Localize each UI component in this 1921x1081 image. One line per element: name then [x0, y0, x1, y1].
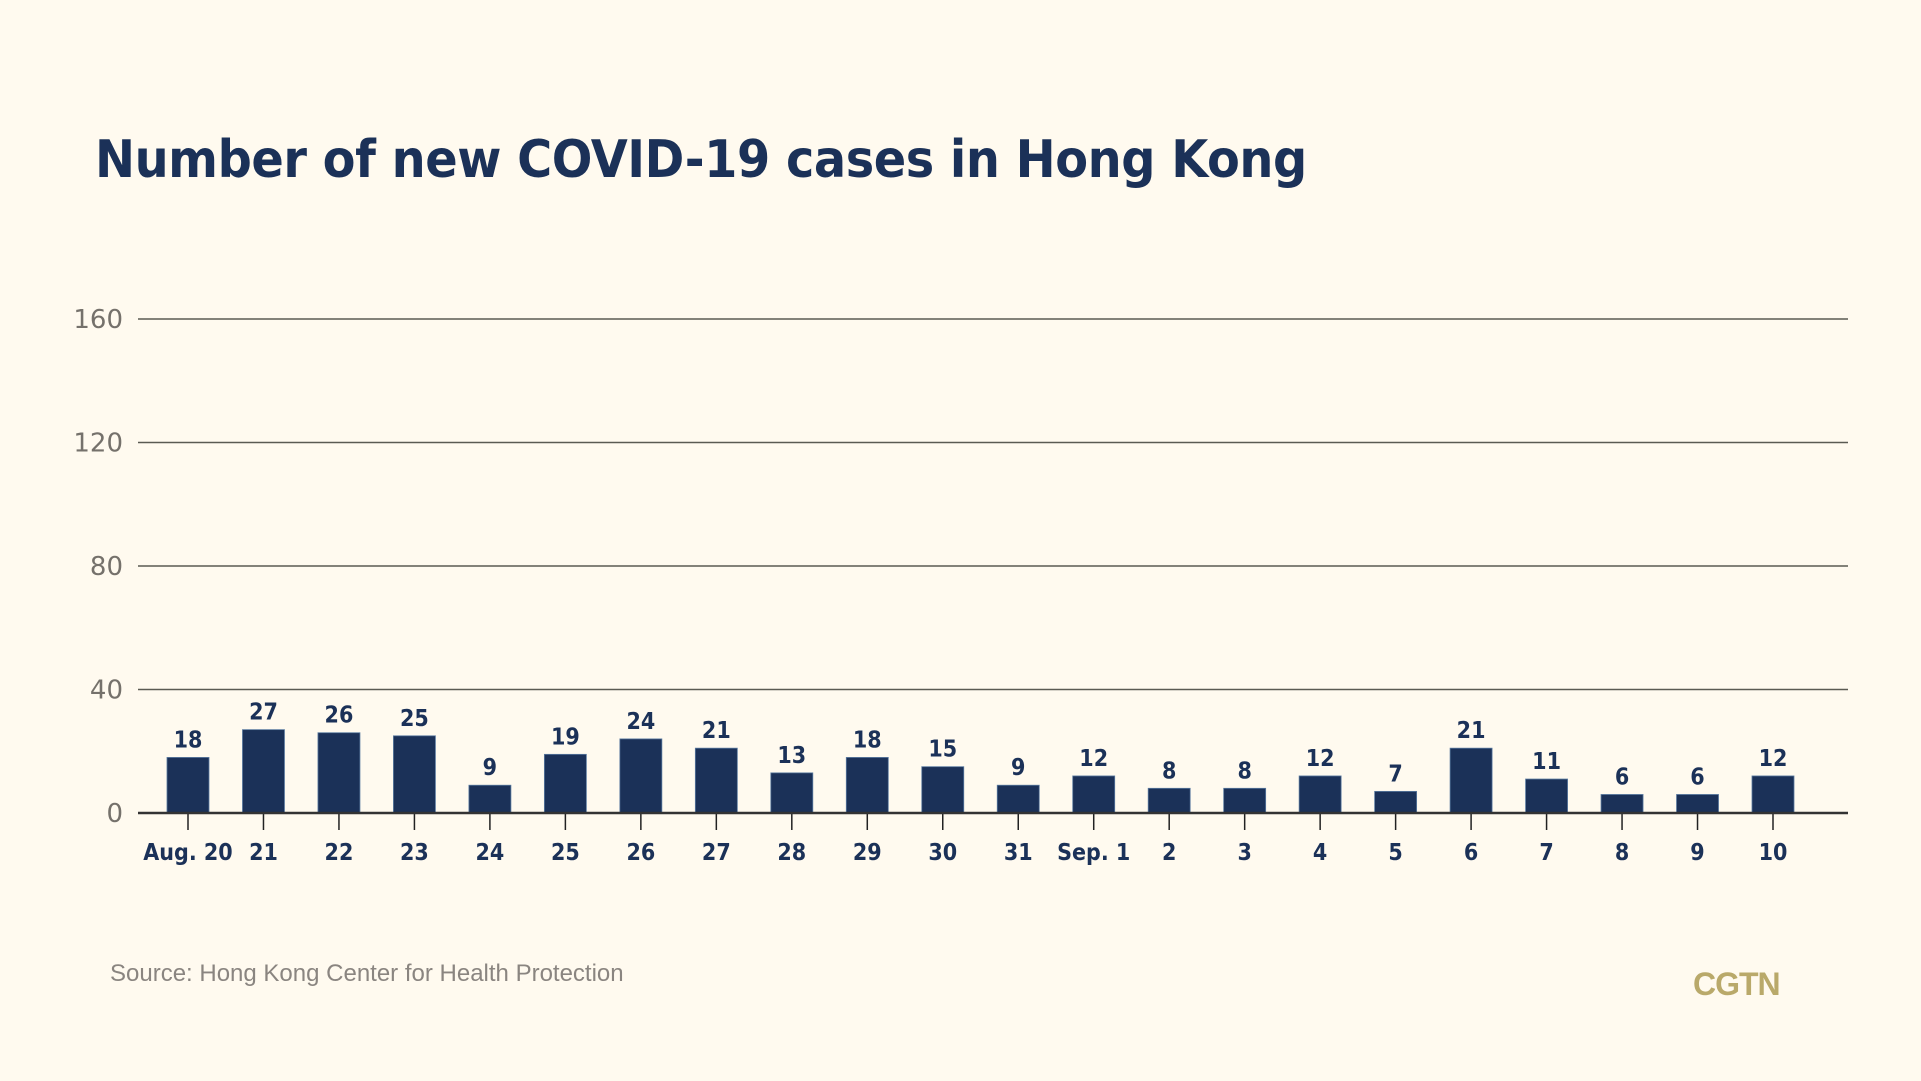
- bar: [619, 738, 663, 814]
- data-label: 27: [249, 700, 278, 726]
- x-tick-label: 26: [626, 840, 655, 866]
- data-label: 19: [551, 724, 580, 750]
- data-label: 6: [1615, 765, 1629, 791]
- x-tick-label: 28: [777, 840, 806, 866]
- x-tick-label: Sep. 1: [1057, 840, 1130, 866]
- data-label: 8: [1162, 758, 1176, 784]
- data-label: 18: [174, 727, 203, 753]
- data-label: 12: [1079, 746, 1108, 772]
- data-label: 7: [1388, 761, 1402, 787]
- data-label: 9: [1011, 755, 1025, 781]
- bar: [845, 757, 889, 814]
- data-label: 15: [928, 737, 957, 763]
- bar: [1223, 787, 1267, 814]
- x-tick-label: 21: [249, 840, 278, 866]
- data-label: 26: [325, 703, 354, 729]
- data-label: 9: [483, 755, 497, 781]
- x-tick-label: 22: [325, 840, 354, 866]
- x-tick-label: 8: [1615, 840, 1629, 866]
- bar: [1525, 778, 1568, 814]
- x-tick-label: 25: [551, 840, 580, 866]
- x-tick-label: 7: [1539, 840, 1553, 866]
- data-label: 13: [777, 743, 806, 769]
- x-tick-label: 23: [400, 840, 429, 866]
- y-tick-label: 40: [90, 676, 123, 706]
- y-tick-label: 0: [106, 799, 123, 829]
- x-tick-label: 5: [1388, 840, 1402, 866]
- x-tick-label: 9: [1690, 840, 1704, 866]
- bar: [166, 757, 210, 814]
- bar: [770, 772, 814, 814]
- x-tick-label: 31: [1004, 840, 1033, 866]
- bar: [1676, 794, 1719, 814]
- x-tick-label: 30: [928, 840, 957, 866]
- cgtn-logo: CGTN: [1693, 966, 1781, 1002]
- data-label: 12: [1759, 746, 1788, 772]
- bar: [1600, 794, 1644, 814]
- bar: [317, 732, 361, 814]
- data-label: 11: [1532, 749, 1561, 775]
- bar: [543, 753, 587, 814]
- bar: [242, 729, 285, 814]
- x-tick-label: 29: [853, 840, 882, 866]
- x-tick-label: 2: [1162, 840, 1176, 866]
- bar: [1751, 775, 1795, 814]
- bar: [393, 735, 436, 814]
- bar: [996, 784, 1040, 814]
- x-tick-label: 6: [1464, 840, 1478, 866]
- source-note: Source: Hong Kong Center for Health Prot…: [110, 960, 624, 987]
- data-label: 12: [1306, 746, 1335, 772]
- bar: [1374, 790, 1418, 814]
- bar: [1147, 787, 1191, 814]
- x-tick-label: 27: [702, 840, 731, 866]
- x-tick-label: Aug. 20: [143, 840, 232, 866]
- data-label: 8: [1237, 758, 1251, 784]
- x-tick-label: 24: [475, 840, 504, 866]
- y-tick-label: 160: [73, 305, 123, 335]
- bar: [1072, 775, 1116, 814]
- bar: [694, 747, 738, 814]
- bar: [468, 784, 512, 814]
- y-tick-label: 120: [73, 429, 123, 459]
- bar: [1449, 747, 1493, 814]
- data-label: 24: [626, 709, 655, 735]
- data-label: 21: [702, 718, 731, 744]
- chart-title: Number of new COVID-19 cases in Hong Kon…: [95, 130, 1307, 190]
- y-tick-label: 80: [90, 552, 123, 582]
- x-tick-label: 10: [1759, 840, 1788, 866]
- data-label: 18: [853, 727, 882, 753]
- bar: [921, 766, 965, 814]
- x-tick-label: 3: [1237, 840, 1251, 866]
- bar: [1298, 775, 1342, 814]
- data-label: 21: [1457, 718, 1486, 744]
- data-label: 25: [400, 706, 429, 732]
- data-label: 6: [1690, 765, 1704, 791]
- x-tick-label: 4: [1313, 840, 1327, 866]
